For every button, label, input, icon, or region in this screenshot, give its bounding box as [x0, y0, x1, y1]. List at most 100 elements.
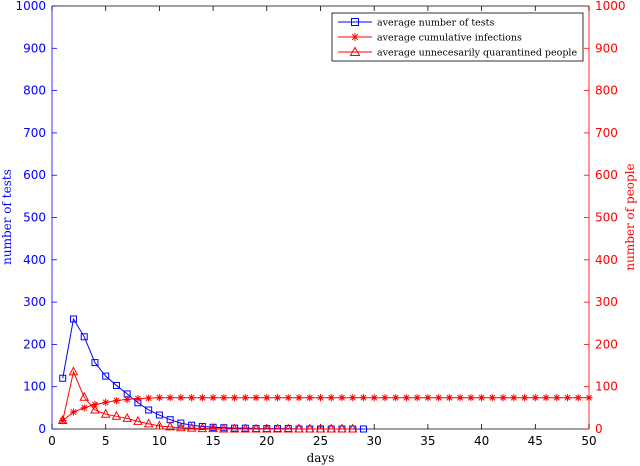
x-tick-label: 35 — [420, 434, 435, 448]
right-axis-title: number of people — [623, 163, 637, 270]
x-tick-label: 50 — [581, 434, 596, 448]
right-y-tick-label: 500 — [595, 211, 618, 225]
left-y-tick-label: 400 — [23, 253, 46, 267]
asterisk-marker — [349, 394, 357, 402]
triangle-marker — [197, 423, 208, 433]
legend-label-infections: average cumulative infections — [377, 33, 522, 44]
asterisk-marker — [134, 394, 142, 403]
asterisk-marker-icon — [351, 33, 359, 41]
asterisk-marker — [585, 394, 593, 402]
triangle-marker — [154, 420, 165, 430]
asterisk-marker — [306, 394, 314, 402]
asterisk-marker — [209, 394, 217, 402]
asterisk-marker — [230, 394, 239, 402]
x-tick-label: 15 — [205, 434, 220, 448]
x-tick-label: 20 — [259, 434, 274, 448]
asterisk-marker — [241, 394, 249, 402]
triangle-marker — [100, 408, 111, 418]
triangle-marker — [283, 423, 294, 433]
triangle-marker — [79, 391, 90, 401]
triangle-marker — [143, 418, 154, 428]
triangle-marker — [219, 423, 229, 433]
triangle-marker — [272, 423, 283, 433]
triangle-marker — [208, 423, 218, 433]
asterisk-marker — [435, 394, 443, 402]
right-y-tick-label: 0 — [595, 422, 603, 436]
asterisk-marker — [392, 394, 400, 402]
legend: average number of tests average cumulati… — [331, 12, 584, 62]
asterisk-marker — [467, 394, 475, 402]
asterisk-marker — [542, 394, 550, 402]
series-3 — [57, 366, 358, 433]
triangle-marker — [261, 423, 272, 433]
asterisk-marker — [123, 395, 131, 403]
right-y-tick-label: 1000 — [595, 0, 626, 13]
square-marker — [80, 333, 88, 341]
x-tick-label: 40 — [474, 434, 489, 448]
asterisk-marker — [531, 394, 539, 402]
left-y-tick-label: 200 — [23, 337, 46, 351]
left-y-tick-label: 800 — [23, 84, 46, 98]
asterisk-marker — [359, 394, 368, 402]
legend-box — [331, 12, 584, 62]
square-marker — [359, 425, 367, 433]
asterisk-marker — [188, 394, 196, 402]
legend-label-tests: average number of tests — [377, 18, 494, 29]
left-y-tick-label: 900 — [23, 41, 46, 55]
right-y-tick-label: 800 — [595, 84, 618, 98]
asterisk-marker — [574, 394, 582, 402]
asterisk-marker — [510, 394, 518, 402]
asterisk-marker — [263, 394, 271, 402]
triangle-marker — [68, 366, 79, 376]
asterisk-marker — [69, 408, 78, 416]
triangle-marker — [90, 404, 100, 414]
square-marker — [145, 406, 153, 414]
left-y-tick-label: 0 — [38, 422, 46, 436]
asterisk-marker — [402, 394, 411, 402]
triangle-marker — [251, 423, 261, 433]
left-axis-title: number of tests — [0, 169, 14, 265]
asterisk-marker — [445, 394, 453, 402]
axes: 0 5 10 15 20 25 30 35 40 45 5001002003004005006007… — [15, 0, 625, 448]
asterisk-marker — [295, 394, 303, 402]
right-y-tick-label: 700 — [595, 126, 618, 140]
series-line — [62, 370, 353, 430]
asterisk-marker — [198, 394, 206, 402]
square-marker — [155, 411, 163, 419]
asterisk-marker — [370, 394, 378, 402]
asterisk-marker — [553, 394, 561, 402]
triangle-marker — [165, 421, 175, 431]
legend-label-quarantined: average unnecesarily quarantined people — [377, 48, 577, 59]
asterisk-marker — [155, 394, 163, 402]
triangle-marker — [186, 422, 197, 432]
triangle-marker — [337, 423, 347, 433]
right-y-tick-label: 200 — [595, 337, 618, 351]
x-tick-label: 10 — [152, 434, 167, 448]
asterisk-marker — [220, 394, 228, 402]
asterisk-marker — [456, 394, 464, 402]
right-y-tick-label: 900 — [595, 41, 618, 55]
asterisk-marker — [112, 397, 121, 405]
triangle-marker — [57, 414, 68, 425]
triangle-marker — [176, 422, 186, 432]
asterisk-marker — [520, 394, 529, 402]
asterisk-marker — [284, 394, 292, 402]
asterisk-marker — [177, 394, 185, 402]
triangle-marker-icon — [349, 46, 361, 56]
asterisk-marker — [499, 394, 507, 402]
square-marker — [59, 374, 67, 382]
x-tick-label: 5 — [102, 434, 110, 448]
left-y-tick-label: 600 — [23, 168, 46, 182]
left-y-tick-label: 1000 — [15, 0, 46, 13]
asterisk-marker — [413, 394, 421, 402]
triangle-marker — [122, 412, 133, 422]
asterisk-marker — [252, 394, 260, 402]
legend-entry-tests: average number of tests — [338, 18, 494, 29]
left-y-tick-label: 100 — [23, 380, 46, 394]
right-y-tick-label: 600 — [595, 168, 618, 182]
left-y-tick-label: 500 — [23, 211, 46, 225]
triangle-marker — [133, 415, 143, 425]
x-tick-label: 0 — [48, 434, 56, 448]
triangle-marker — [229, 423, 240, 433]
